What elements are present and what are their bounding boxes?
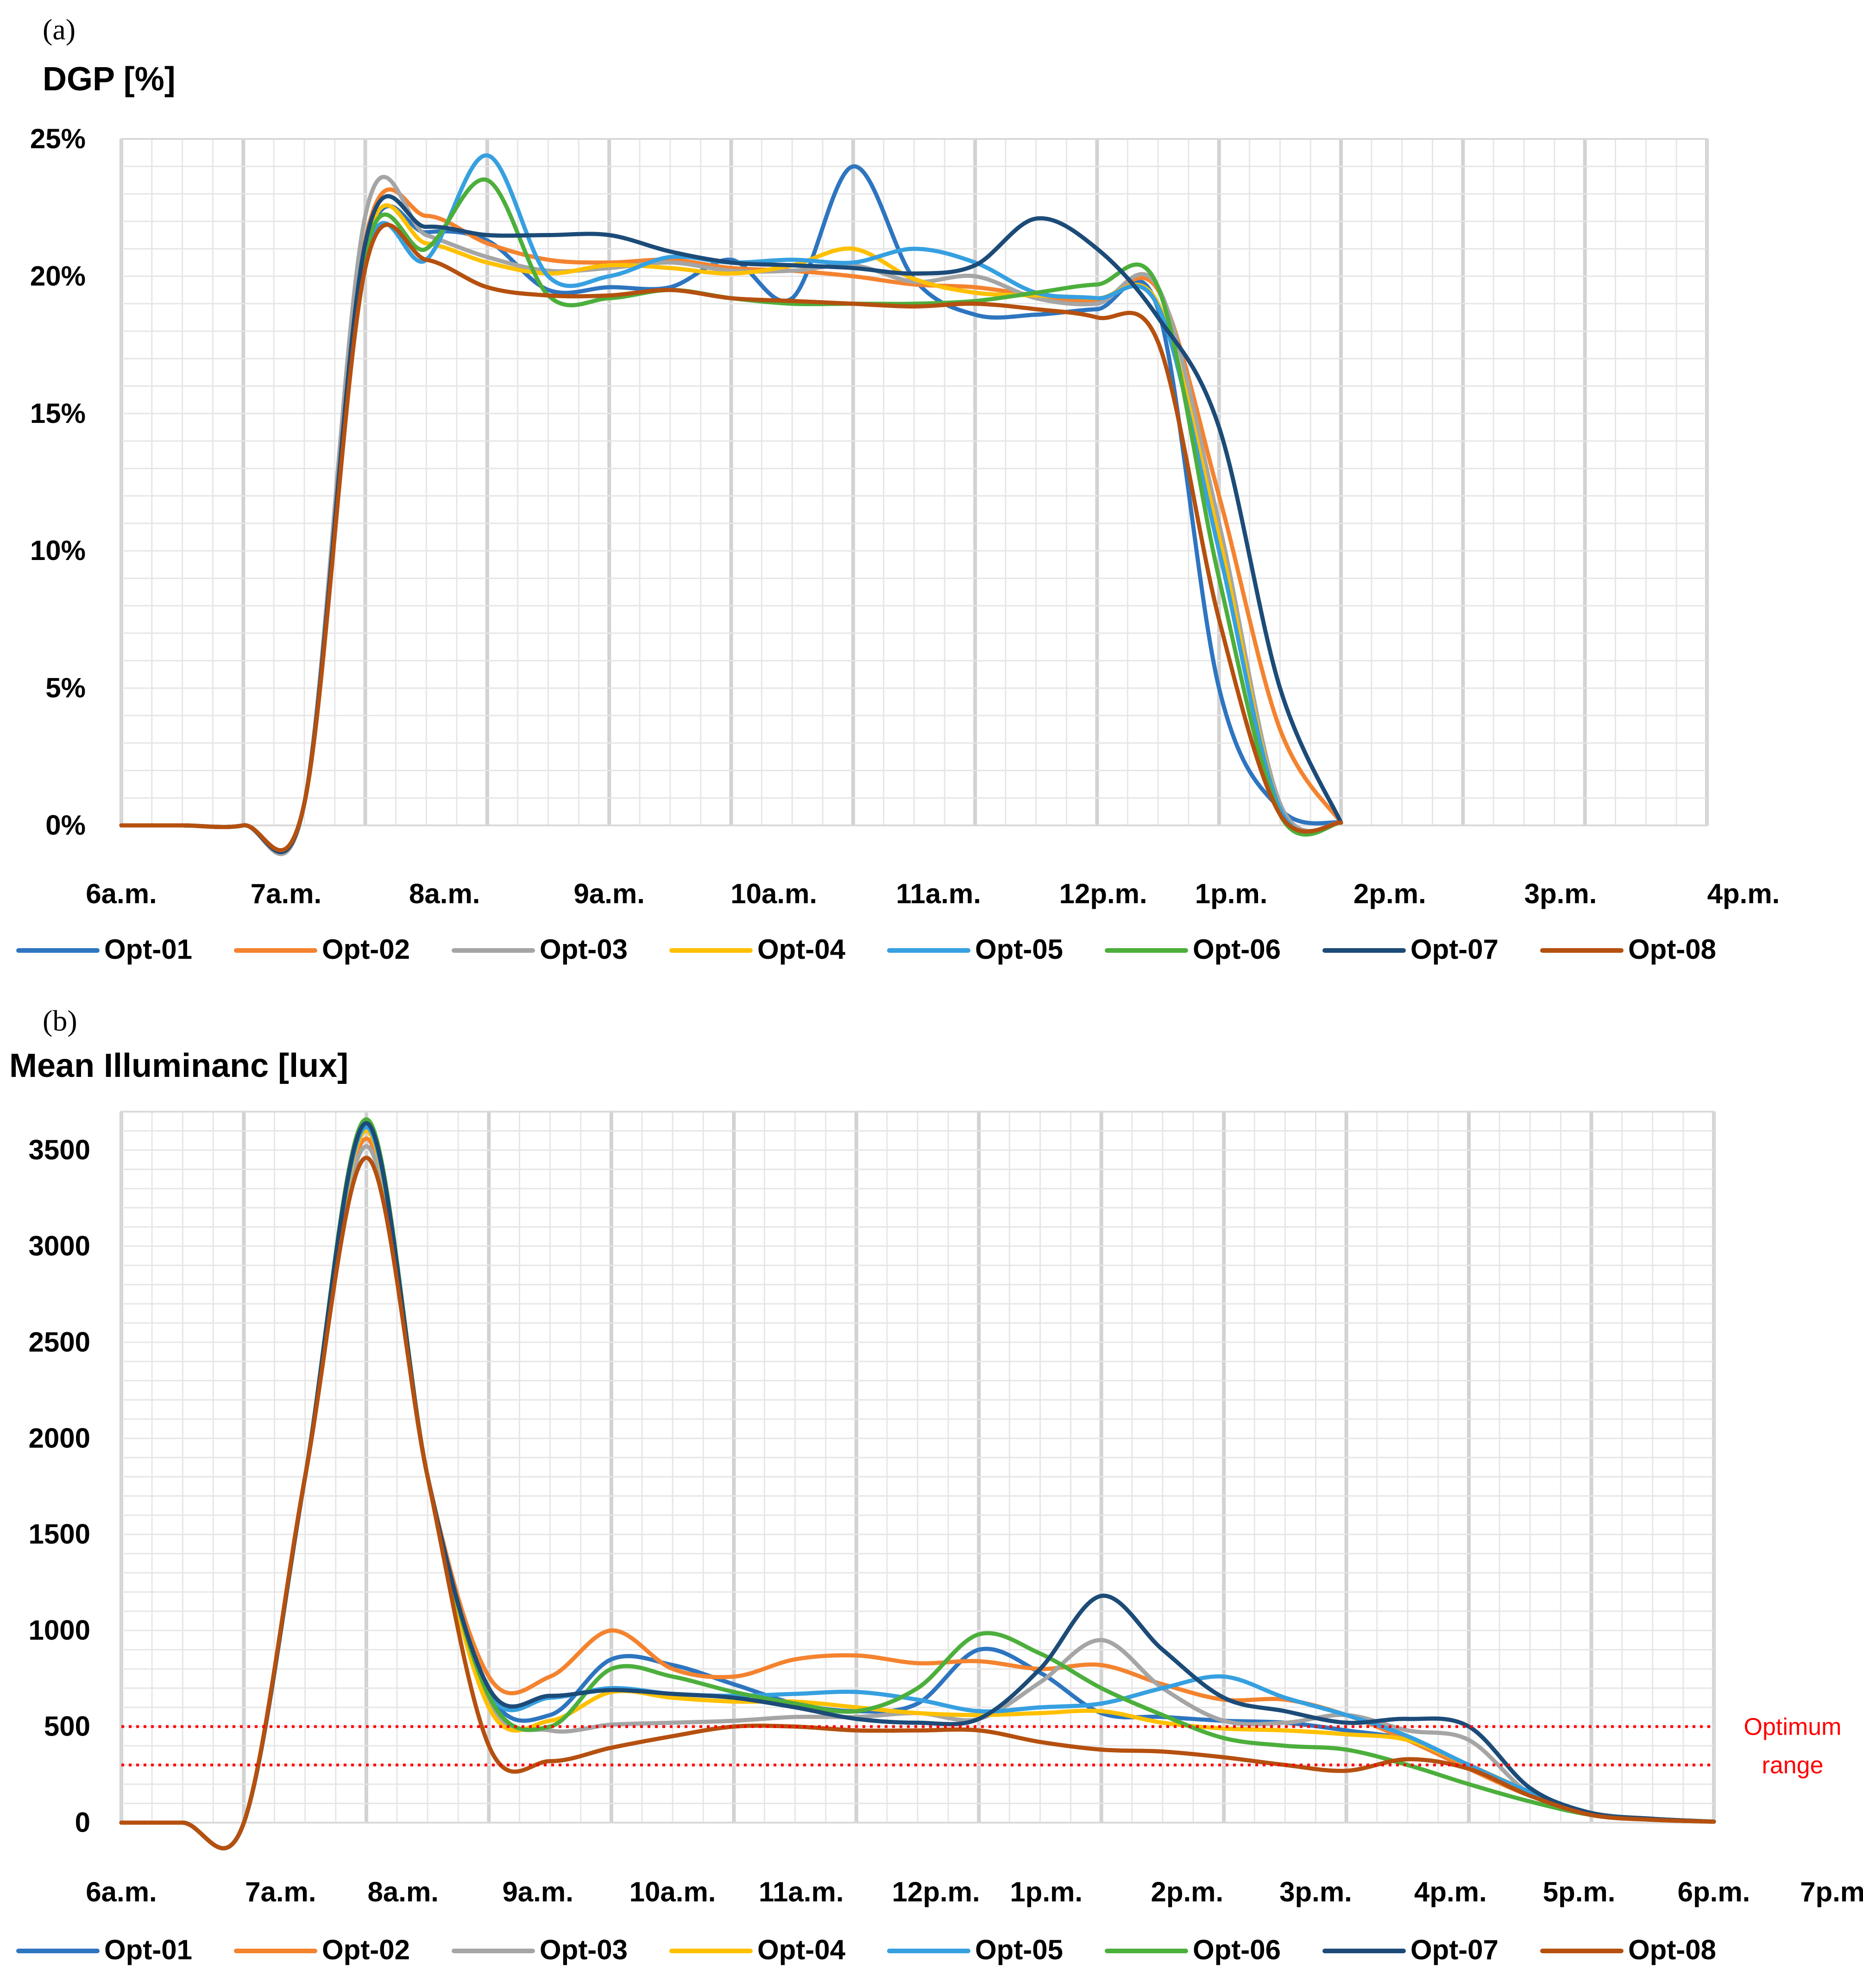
y-tick-label: 5% — [45, 673, 86, 704]
legend-label: Opt-04 — [757, 1934, 846, 1965]
plot-frame — [120, 138, 1708, 826]
legend-label: Opt-07 — [1410, 1934, 1498, 1965]
x-tick-label: 6a.m. — [86, 878, 157, 909]
y-tick-label: 3500 — [29, 1134, 90, 1165]
x-tick-label: 1p.m. — [1195, 878, 1268, 909]
y-tick-label: 25% — [30, 123, 86, 154]
legend-label: Opt-08 — [1628, 934, 1716, 965]
chart-b-y-ticks: 0 500 1000 1500 2000 2500 3000 3500 — [29, 1134, 90, 1838]
legend-label: Opt-06 — [1193, 934, 1281, 965]
x-tick-label: 2p.m. — [1353, 878, 1426, 909]
x-tick-label: 3p.m. — [1524, 878, 1597, 909]
chart-b-x-ticks: 6a.m. 7a.m. 8a.m. 9a.m. 10a.m. 11a.m. 12p.m. 1p… — [86, 1876, 1863, 1907]
y-tick-label: 20% — [30, 260, 86, 291]
legend-label: Opt-01 — [104, 934, 192, 965]
y-tick-label: 2000 — [29, 1422, 90, 1453]
x-tick-label: 9a.m. — [502, 1876, 573, 1907]
chart-a-legend: Opt-01 Opt-02 Opt-03 Opt-04 Opt-05 Opt-06 Opt-… — [16, 934, 1716, 965]
legend-label: Opt-06 — [1193, 1934, 1281, 1965]
panel-label-b: (b) — [43, 1004, 77, 1037]
x-tick-label: 8a.m. — [409, 878, 480, 909]
y-tick-label: 0% — [45, 810, 86, 841]
series-line-opt-08 — [119, 1156, 1716, 1850]
optimum-range: Optimum range — [121, 1714, 1841, 1779]
optimum-label-line2: range — [1762, 1752, 1824, 1779]
y-tick-label: 3000 — [29, 1230, 90, 1261]
legend-label: Opt-03 — [540, 934, 628, 965]
chart-a-y-ticks: 0% 5% 10% 15% 20% 25% — [30, 123, 86, 841]
y-tick-label: 1500 — [29, 1519, 90, 1550]
y-tick-label: 1000 — [29, 1615, 90, 1646]
chart-a-title: DGP [%] — [43, 61, 176, 98]
y-tick-label: 500 — [44, 1711, 90, 1742]
x-tick-label: 2p.m. — [1151, 1876, 1223, 1907]
x-tick-label: 4p.m. — [1707, 878, 1780, 909]
x-tick-label: 6a.m. — [86, 1876, 157, 1907]
x-tick-label: 7a.m. — [245, 1876, 316, 1907]
chart-a-series — [119, 153, 1343, 856]
legend-label: Opt-01 — [104, 1934, 192, 1965]
x-tick-label: 6p.m. — [1678, 1876, 1750, 1907]
x-tick-label: 10a.m. — [730, 878, 817, 909]
plot-frame — [120, 1111, 1715, 1824]
x-tick-label: 5p.m. — [1543, 1876, 1616, 1907]
legend-label: Opt-05 — [975, 934, 1063, 965]
x-tick-label: 7p.m. — [1800, 1876, 1863, 1907]
optimum-label-line1: Optimum — [1744, 1714, 1842, 1741]
legend-label: Opt-04 — [757, 934, 846, 965]
legend-label: Opt-08 — [1628, 1934, 1716, 1965]
y-tick-label: 15% — [30, 398, 86, 429]
panel-label-a: (a) — [43, 13, 76, 46]
x-tick-label: 4p.m. — [1414, 1876, 1487, 1907]
y-tick-label: 2500 — [29, 1327, 90, 1358]
chart-a-x-ticks: 6a.m. 7a.m. 8a.m. 9a.m. 10a.m. 11a.m. 12p.m. 1p… — [86, 878, 1780, 909]
x-tick-label: 11a.m. — [896, 878, 981, 909]
x-tick-label: 9a.m. — [574, 878, 645, 909]
x-tick-label: 11a.m. — [759, 1876, 844, 1907]
legend-label: Opt-03 — [540, 1934, 628, 1965]
chart-b-series — [119, 1117, 1716, 1850]
x-tick-label: 12p.m. — [892, 1876, 980, 1907]
chart-b-legend: Opt-01 Opt-02 Opt-03 Opt-04 Opt-05 Opt-06 Opt-… — [16, 1934, 1716, 1965]
legend-label: Opt-02 — [322, 934, 410, 965]
x-tick-label: 7a.m. — [251, 878, 321, 909]
chart-b: (b) Mean Illuminanc [lux] 0 500 1000 1500 20… — [9, 1004, 1863, 1965]
chart-b-grid — [120, 1111, 1716, 1824]
y-tick-label: 10% — [30, 535, 86, 566]
y-tick-label: 0 — [75, 1807, 90, 1838]
x-tick-label: 1p.m. — [1010, 1876, 1083, 1907]
legend-label: Opt-05 — [975, 1934, 1063, 1965]
x-tick-label: 12p.m. — [1059, 878, 1147, 909]
legend-label: Opt-07 — [1410, 934, 1498, 965]
chart-a: (a) DGP [%] 0% 5% 10% 15% 20% 25% 6a.m. 7a.m. 8… — [16, 13, 1780, 965]
x-tick-label: 3p.m. — [1279, 1876, 1352, 1907]
x-tick-label: 10a.m. — [629, 1876, 716, 1907]
chart-b-title: Mean Illuminanc [lux] — [9, 1047, 348, 1084]
legend-label: Opt-02 — [322, 1934, 410, 1965]
x-tick-label: 8a.m. — [368, 1876, 439, 1907]
series-line-opt-08 — [119, 222, 1343, 853]
